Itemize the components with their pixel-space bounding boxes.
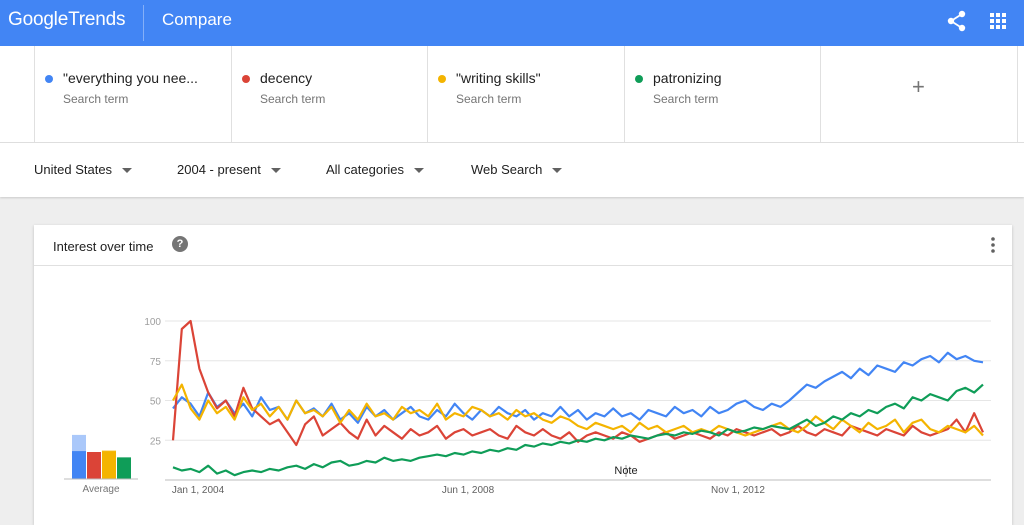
filters-bar: United States 2004 - present All categor…	[0, 143, 1024, 197]
header-divider	[143, 5, 144, 41]
term-2-color-dot	[242, 75, 250, 83]
category-dropdown[interactable]: All categories	[326, 162, 425, 177]
y-tick-label: 100	[144, 317, 161, 328]
series-line	[172, 351, 984, 424]
logo-trends-text: Trends	[68, 9, 126, 30]
category-value: All categories	[326, 162, 405, 177]
search-type-dropdown[interactable]: Web Search	[471, 162, 563, 177]
x-tick-label: Jun 1, 2008	[442, 485, 495, 496]
search-term-4[interactable]: patronizing Search term	[624, 46, 821, 142]
region-value: United States	[34, 162, 113, 177]
note-label[interactable]: Note	[614, 465, 637, 477]
card-title: Interest over time	[53, 239, 154, 254]
chart-grid	[165, 320, 991, 481]
x-tick-label: Jan 1, 2004	[172, 485, 225, 496]
y-tick-label: 50	[150, 397, 162, 408]
series-line	[171, 319, 984, 447]
average-bar	[117, 457, 131, 479]
search-type-value: Web Search	[471, 162, 543, 177]
x-tick-label: Nov 1, 2012	[711, 485, 765, 496]
chevron-down-icon	[552, 168, 563, 174]
google-trends-logo[interactable]: GoogleTrends	[8, 9, 126, 31]
apps-grid-icon[interactable]	[985, 8, 1011, 34]
term-1-color-dot	[45, 75, 53, 83]
x-axis-ticks: Jan 1, 2004 Jun 1, 2008 Nov 1, 2012	[172, 485, 766, 496]
search-term-3[interactable]: "writing skills" Search term	[427, 46, 624, 142]
term-3-color-dot	[438, 75, 446, 83]
term-1-label: "everything you nee...	[63, 70, 198, 86]
term-4-label: patronizing	[653, 70, 722, 86]
y-tick-label: 75	[150, 357, 162, 368]
average-bar	[72, 451, 86, 479]
search-term-1[interactable]: "everything you nee... Search term	[34, 46, 231, 142]
chevron-down-icon	[270, 168, 281, 174]
page-title: Compare	[162, 10, 232, 29]
term-2-sublabel: Search term	[260, 92, 326, 106]
plus-icon: +	[912, 74, 925, 99]
term-3-sublabel: Search term	[456, 92, 522, 106]
time-range-dropdown[interactable]: 2004 - present	[177, 162, 281, 177]
time-range-value: 2004 - present	[177, 162, 261, 177]
more-vert-icon[interactable]	[984, 235, 1002, 255]
top-app-bar: GoogleTrends Compare	[0, 0, 1024, 46]
average-bars	[64, 434, 138, 480]
chevron-down-icon	[414, 168, 425, 174]
series-line	[172, 383, 984, 437]
share-icon[interactable]	[944, 8, 970, 34]
interest-over-time-card: Interest over time ? 25 50 75 100 Jan 1, 20…	[34, 225, 1012, 525]
term-1-sublabel: Search term	[63, 92, 129, 106]
y-axis-ticks: 25 50 75 100	[144, 317, 161, 447]
term-4-color-dot	[635, 75, 643, 83]
interest-over-time-chart: 25 50 75 100 Jan 1, 2004 Jun 1, 2008 Nov 1, 2…	[64, 317, 991, 496]
help-icon[interactable]: ?	[172, 236, 188, 252]
search-term-2[interactable]: decency Search term	[231, 46, 428, 142]
series-lines	[171, 319, 984, 477]
term-2-label: decency	[260, 70, 313, 86]
term-4-sublabel: Search term	[653, 92, 719, 106]
logo-google-text: Google	[8, 9, 69, 30]
average-bar	[87, 452, 101, 479]
y-tick-label: 25	[150, 436, 162, 447]
average-label: Average	[82, 484, 120, 495]
series-line	[172, 383, 984, 477]
region-dropdown[interactable]: United States	[34, 162, 133, 177]
chevron-down-icon	[122, 168, 133, 174]
search-terms-bar: "everything you nee... Search term decen…	[0, 46, 1024, 143]
average-bar	[102, 451, 116, 479]
add-comparison-button[interactable]: +	[820, 46, 1018, 142]
note-marker[interactable]: Note	[614, 465, 638, 477]
term-3-label: "writing skills"	[456, 70, 541, 86]
card-header: Interest over time ?	[34, 225, 1012, 266]
